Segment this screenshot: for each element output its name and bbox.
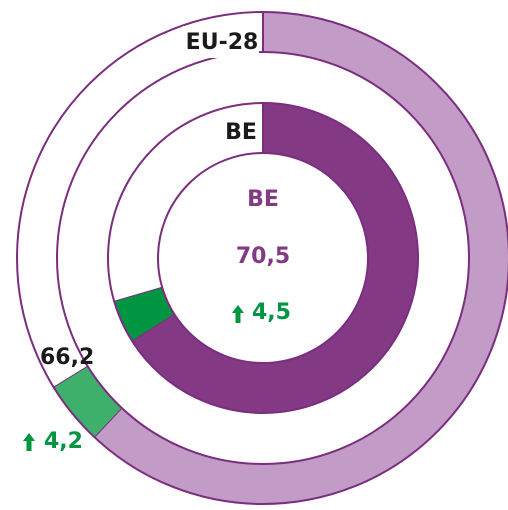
ring-value: 66,2 [40,345,94,370]
up-arrow [23,433,35,451]
base-arc [132,103,419,413]
center-value: 70,5 [236,244,290,269]
ring-change: 4,2 [44,429,83,454]
ring-name: EU-28 [186,30,259,55]
label-bg [183,26,259,58]
up-arrow [232,305,244,323]
ring-name: BE [225,120,257,145]
base-arc [94,12,508,504]
label-bg [220,117,262,149]
center-name: BE [247,187,279,212]
center-change: 4,5 [252,300,291,325]
